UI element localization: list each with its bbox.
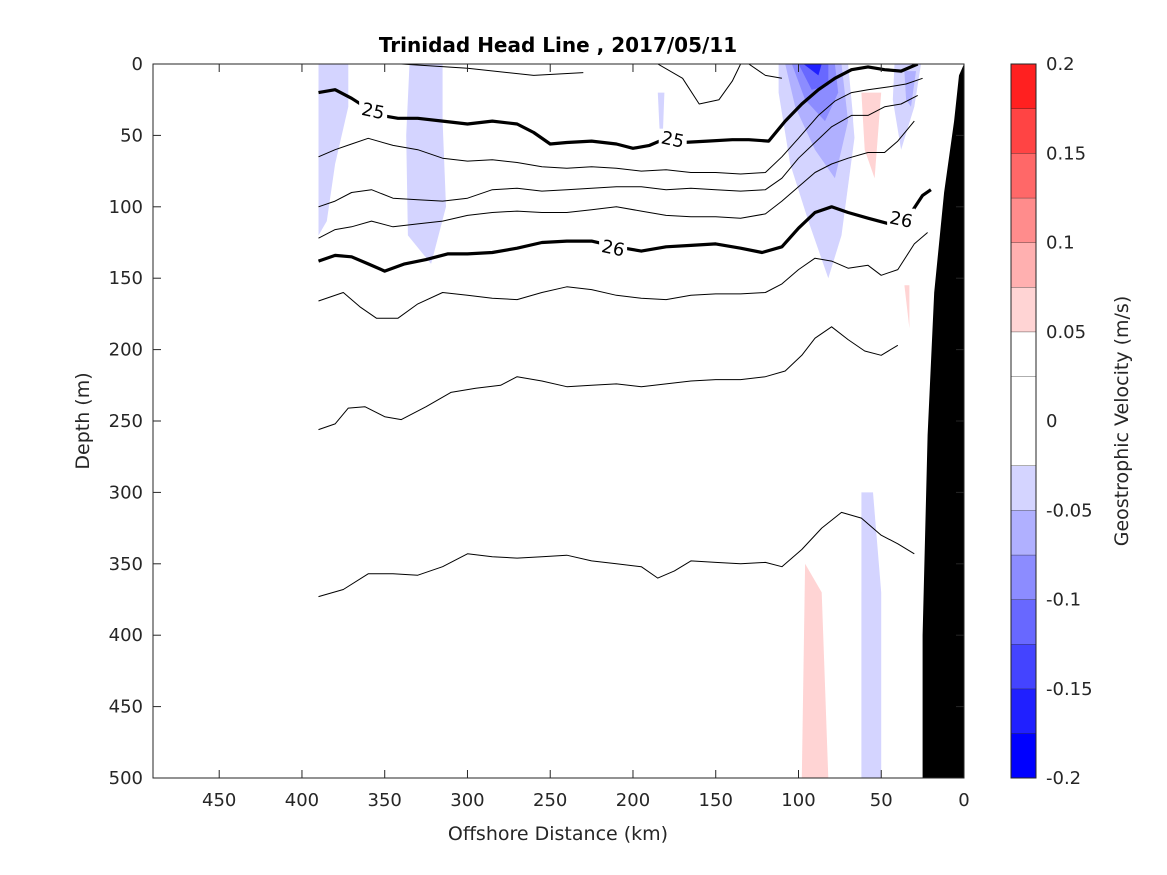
chart-title: Trinidad Head Line , 2017/05/11 (379, 33, 737, 57)
velocity-patch (803, 64, 822, 76)
colorbar-band (1011, 242, 1036, 288)
isopycnal-line (318, 94, 918, 208)
isopycnal-line (318, 232, 928, 319)
colorbar-band (1011, 554, 1036, 600)
velocity-patch (861, 92, 882, 179)
isopycnal-contours (317, 64, 932, 598)
colorbar: 0.2 0.15 0.1 0.05 0 -0.05 -0.1 -0.15 -0.2 (1010, 54, 1093, 789)
isopycnal-line-labeled (317, 188, 932, 273)
colorbar-frame (1010, 63, 1037, 779)
contour-label: 26 (600, 236, 627, 261)
x-tick-label: 50 (870, 790, 893, 811)
colorbar-tick-label: 0.05 (1046, 322, 1086, 343)
bathymetry-layer (922, 64, 964, 778)
velocity-patch (407, 649, 435, 778)
y-tick-label: 150 (109, 268, 143, 289)
colorbar-band (1011, 153, 1036, 198)
isopycnal-line (401, 64, 584, 76)
y-tick-label: 200 (109, 340, 143, 361)
colorbar-tick-label: -0.2 (1046, 768, 1081, 789)
x-axis: 450 400 350 300 250 200 150 100 50 0 (202, 64, 970, 811)
isopycnal-line (657, 64, 742, 105)
velocity-patch (861, 492, 882, 778)
contour-label: 26 (888, 207, 915, 232)
colorbar-band (1011, 465, 1036, 511)
velocity-patch (904, 285, 910, 329)
colorbar-tick-label: 0.2 (1046, 54, 1075, 75)
x-tick-label: 400 (285, 790, 319, 811)
x-tick-label: 450 (202, 790, 236, 811)
y-axis-title: Depth (m) (72, 372, 94, 469)
colorbar-band (1011, 108, 1036, 154)
x-axis-title: Offshore Distance (km) (448, 823, 668, 845)
y-tick-label: 250 (109, 411, 143, 432)
colorbar-band (1011, 287, 1036, 332)
x-tick-label: 0 (958, 790, 969, 811)
contour-label-backdrop (658, 128, 687, 151)
velocity-field (318, 64, 921, 778)
colorbar-band (1011, 510, 1036, 555)
isopycnal-line (318, 326, 899, 431)
contour-label: 25 (659, 128, 686, 153)
velocity-patch (798, 64, 829, 90)
isopycnal-line (748, 64, 782, 79)
x-tick-label: 250 (533, 790, 567, 811)
y-tick-label: 0 (132, 54, 143, 75)
contour-label-backdrop (599, 237, 628, 260)
contour-labels: 25 25 26 26 (359, 99, 916, 261)
y-tick-label: 50 (120, 125, 143, 146)
y-tick-label: 500 (109, 768, 143, 789)
colorbar-tick-label: 0.1 (1046, 233, 1075, 254)
y-axis: 0 50 100 150 200 250 300 350 400 450 500 (109, 54, 964, 789)
velocity-patch (904, 71, 916, 107)
seafloor-shelf (922, 64, 964, 778)
x-tick-label: 100 (781, 790, 815, 811)
colorbar-tick-label: -0.1 (1046, 590, 1081, 611)
isopycnal-line (318, 120, 915, 239)
isopycnal-line (318, 511, 915, 598)
velocity-patch (801, 563, 829, 778)
x-tick-label: 150 (699, 790, 733, 811)
colorbar-band (1011, 644, 1036, 689)
y-tick-label: 450 (109, 697, 143, 718)
velocity-patch (657, 92, 665, 136)
colorbar-band (1011, 599, 1036, 645)
colorbar-band (1011, 331, 1036, 377)
isopycnal-line (318, 77, 923, 175)
colorbar-band (1011, 733, 1036, 778)
velocity-patch (406, 64, 446, 264)
x-tick-label: 350 (368, 790, 402, 811)
y-tick-label: 350 (109, 554, 143, 575)
velocity-patch (593, 64, 633, 164)
isopycnal-line-labeled (318, 64, 919, 150)
colorbar-tick-label: 0 (1046, 411, 1057, 432)
y-tick-label: 400 (109, 625, 143, 646)
y-tick-label: 300 (109, 482, 143, 503)
contour-label: 25 (360, 99, 387, 124)
colorbar-band (1011, 197, 1036, 243)
velocity-patch (318, 64, 349, 236)
colorbar-band (1011, 688, 1036, 734)
colorbar-tick-label: -0.15 (1046, 679, 1093, 700)
contour-label-backdrop (359, 100, 388, 123)
x-tick-label: 200 (616, 790, 650, 811)
colorbar-tick-label: 0.15 (1046, 143, 1086, 164)
colorbar-band (1011, 376, 1036, 466)
velocity-patch (788, 378, 842, 778)
colorbar-tick-label: -0.05 (1046, 500, 1093, 521)
y-tick-label: 100 (109, 197, 143, 218)
colorbar-band (1011, 64, 1036, 109)
colorbar-title: Geostrophic Velocity (m/s) (1111, 296, 1133, 546)
contour-label-backdrop (887, 208, 916, 231)
x-tick-label: 300 (450, 790, 484, 811)
